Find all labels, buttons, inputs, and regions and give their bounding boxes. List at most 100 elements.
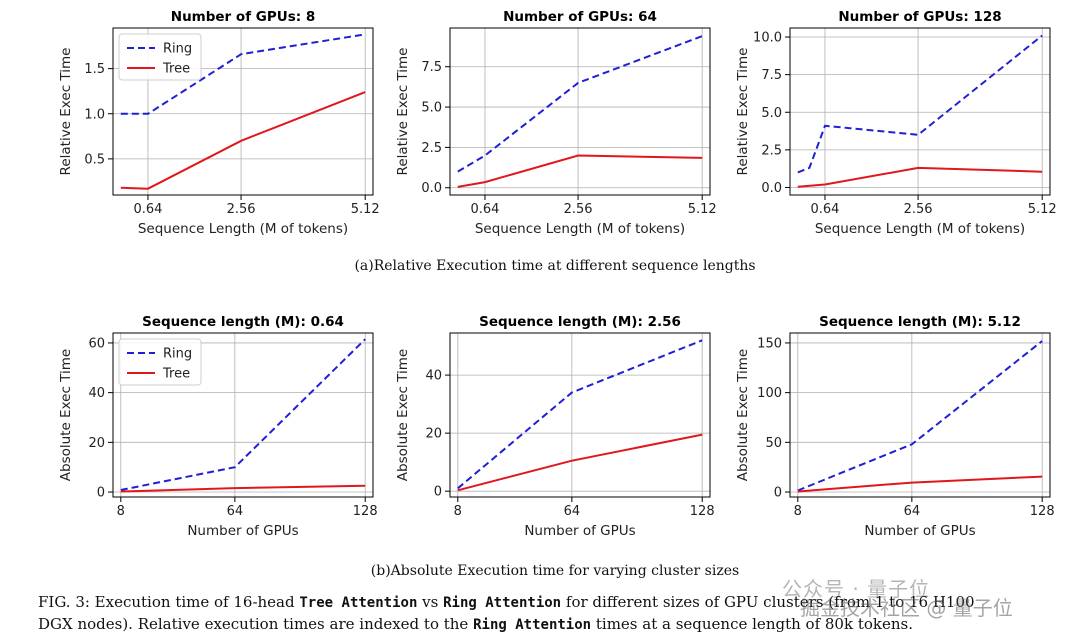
x-tick-label: 64 [564,504,581,519]
y-tick-label: 5.0 [421,101,442,116]
chart-panel-2: 0.64 2.56 5.12 0.0 2.5 5.0 7.5 Number of GPUs: … [395,9,717,237]
plot-frame [789,332,1051,498]
caption-text: times at a sequence length of 80k tokens… [591,615,913,633]
y-tick-label: 0.0 [761,181,782,196]
x-tick-label: 8 [794,504,802,519]
tree-series-line [120,484,366,493]
x-tick-label: 64 [227,504,244,519]
y-axis-label: Absolute Exec Time [735,349,751,481]
chart-title: Number of GPUs: 8 [171,9,315,25]
x-tick-label: 128 [690,504,715,519]
caption-code-tree: Tree Attention [299,595,418,611]
ring-series-line [797,340,1043,492]
x-tick-label: 5.12 [688,202,717,217]
y-tick-label: 20 [425,427,442,442]
y-axis-label: Absolute Exec Time [58,349,74,481]
chart-title: Sequence length (M): 0.64 [142,314,344,330]
y-tick-label: 7.5 [421,60,442,75]
tree-series-line [120,91,366,190]
x-axis-label: Sequence Length (M of tokens) [138,221,348,237]
caption-text: FIG. 3: Execution time of 16-head [38,593,300,611]
y-tick-label: 10.0 [753,31,782,46]
tree-series-line [457,433,703,492]
y-tick-label: 50 [765,436,782,451]
x-axis-label: Number of GPUs [864,523,975,539]
caption-a: (a)Relative Execution time at different … [354,258,756,274]
y-tick-label: 0 [97,486,105,501]
x-tick-label: 8 [117,504,125,519]
plot-frame [449,332,711,498]
ring-series-line [457,35,703,173]
x-tick-label: 128 [353,504,378,519]
watermark-text: 公众号 · 量子位 [782,577,931,601]
x-tick-label: 0.64 [810,202,839,217]
y-tick-label: 5.0 [761,106,782,121]
legend-tree-label: Tree [162,367,190,382]
watermark-overlay: 掘金技术社区 @ 量子位 [800,596,1013,620]
y-tick-label: 40 [88,386,105,401]
y-axis-label: Relative Exec Time [58,48,74,176]
chart-title: Number of GPUs: 128 [838,9,1001,25]
x-tick-label: 5.12 [1028,202,1057,217]
y-tick-label: 1.0 [84,107,105,122]
y-tick-label: 40 [425,369,442,384]
chart-panel-4: 8 64 128 0 20 40 60 Sequence length (M): 0.64 Nu… [58,314,378,539]
tree-series-line [457,154,703,188]
y-tick-label: 150 [757,336,782,351]
caption-text: vs [417,593,444,611]
plot-frame [112,332,374,498]
plot-frame [789,27,1051,196]
ring-series-line [120,338,366,491]
caption-code-ring: Ring Attention [443,595,562,611]
y-tick-label: 0 [774,486,782,501]
y-tick-label: 1.5 [84,62,105,77]
x-tick-label: 128 [1030,504,1055,519]
x-tick-label: 5.12 [351,202,380,217]
x-tick-label: 2.56 [227,202,256,217]
y-tick-label: 0 [434,485,442,500]
y-tick-label: 60 [88,336,105,351]
tree-series-line [797,166,1043,188]
ring-series-line [457,339,703,490]
x-tick-label: 0.64 [470,202,499,217]
plot-frame [449,27,711,196]
caption-b: (b)Absolute Execution time for varying c… [370,563,740,579]
x-tick-label: 64 [904,504,921,519]
chart-title: Sequence length (M): 2.56 [479,314,681,330]
x-tick-label: 0.64 [133,202,162,217]
caption-text: for different sizes of GPU clusters (fro… [561,593,975,611]
y-axis-label: Absolute Exec Time [395,349,411,481]
chart-title: Sequence length (M): 5.12 [819,314,1021,330]
ring-series-line [797,34,1043,174]
x-axis-label: Number of GPUs [187,523,298,539]
y-axis-label: Relative Exec Time [735,48,751,176]
y-tick-label: 100 [757,386,782,401]
x-tick-label: 2.56 [904,202,933,217]
chart-panel-1: 0.64 2.56 5.12 0.5 1.0 1.5 Number of GPUs: 8 Se… [58,9,380,237]
tree-series-line [797,475,1043,493]
chart-title: Number of GPUs: 64 [503,9,657,25]
chart-panel-5: 8 64 128 0 20 40 Sequence length (M): 2.56 Numb… [395,314,715,539]
y-tick-label: 2.5 [761,143,782,158]
chart-panel-6: 8 64 128 0 50 100 150 Sequence length (M): 5.12… [735,314,1055,539]
x-axis-label: Number of GPUs [524,523,635,539]
y-axis-label: Relative Exec Time [395,48,411,176]
caption-code-ring: Ring Attention [473,617,592,633]
x-tick-label: 8 [454,504,462,519]
figure-caption: FIG. 3: Execution time of 16-head Tree A… [38,592,1078,636]
legend-ring-label: Ring [163,347,192,362]
caption-text: DGX nodes). Relative execution times are… [38,615,474,633]
y-tick-label: 7.5 [761,68,782,83]
x-tick-label: 2.56 [564,202,593,217]
legend-ring-label: Ring [163,42,192,57]
y-tick-label: 2.5 [421,141,442,156]
x-axis-label: Sequence Length (M of tokens) [815,221,1025,237]
y-tick-label: 0.0 [421,181,442,196]
y-tick-label: 0.5 [84,152,105,167]
plot-frame [112,27,374,196]
x-axis-label: Sequence Length (M of tokens) [475,221,685,237]
y-tick-label: 20 [88,436,105,451]
ring-series-line [120,33,366,115]
chart-panel-3: 0.64 2.56 5.12 0.0 2.5 5.0 7.5 10.0 Number of GP… [735,9,1057,237]
